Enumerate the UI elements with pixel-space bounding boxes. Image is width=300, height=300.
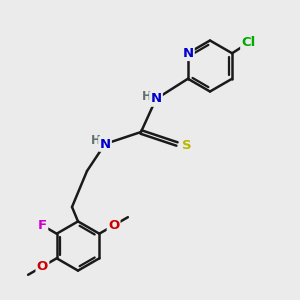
Text: O: O xyxy=(37,260,48,273)
Text: N: N xyxy=(150,92,162,106)
Text: N: N xyxy=(99,137,111,151)
Text: Cl: Cl xyxy=(242,36,256,49)
Text: S: S xyxy=(182,139,191,152)
Text: H: H xyxy=(142,89,152,103)
Text: N: N xyxy=(182,47,194,60)
Text: O: O xyxy=(108,219,119,232)
Text: H: H xyxy=(91,134,100,147)
Text: F: F xyxy=(38,219,47,232)
